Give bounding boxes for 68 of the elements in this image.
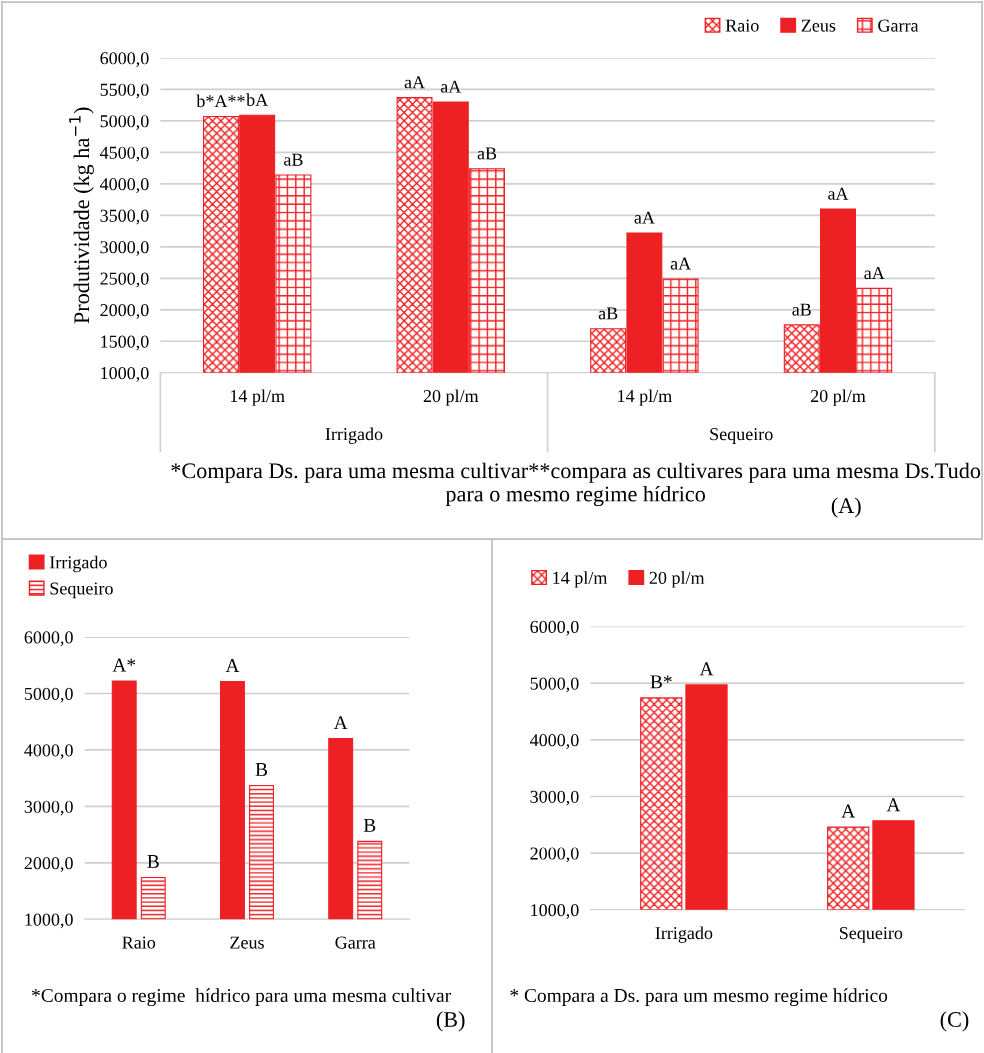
y-tick-label: 4500,0: [99, 146, 149, 162]
data-label: b*A**: [196, 94, 245, 108]
y-tick-label: 3000,0: [24, 800, 73, 816]
y-tick-label: 2000,0: [530, 847, 579, 863]
data-label: aA: [670, 257, 692, 270]
y-axis-title: Produtividade (kg ha$^{−1}$): [69, 107, 94, 324]
y-tick-label: 5000,0: [100, 115, 149, 130]
data-label: B*: [650, 675, 672, 689]
y-tick-label: 6000,0: [530, 620, 579, 636]
data-label: aA: [440, 80, 462, 93]
x-tick-label: Raio: [122, 936, 156, 949]
x-tick-label: Garra: [335, 936, 376, 949]
x-tick-label: Sequeiro: [839, 927, 903, 943]
x-tick-label: Zeus: [230, 936, 264, 949]
data-label: A*: [112, 658, 136, 672]
text: (C): [940, 1011, 969, 1032]
text: Sequeiro: [710, 428, 773, 444]
y-tick-label: 1000,0: [101, 367, 149, 382]
data-label: A: [699, 662, 714, 676]
data-label: aA: [634, 211, 655, 224]
legend-label: 14 pl/m: [553, 571, 608, 588]
y-tick-label: 6000,0: [100, 52, 149, 67]
data-label: B: [147, 855, 159, 868]
x-tick-label: Irrigado: [655, 926, 713, 943]
data-label: aB: [598, 307, 618, 320]
x-tick-label: 20 pl/m: [423, 389, 479, 406]
text: *Compara o regime hídrico para uma mesma cultivar: [31, 988, 451, 1007]
legend-label: Garra: [878, 19, 919, 32]
legend-label: Zeus: [801, 19, 836, 32]
legend-label: Irrigado: [49, 555, 107, 573]
y-tick-label: 5500,0: [100, 83, 149, 99]
y-tick-label: 1000,0: [531, 904, 579, 919]
data-label: aB: [792, 303, 811, 316]
data-label: aA: [864, 267, 885, 280]
y-tick-label: 4000,0: [529, 734, 579, 749]
data-label: A: [841, 804, 856, 818]
legend-label: Sequeiro: [50, 582, 113, 599]
data-label: bA: [246, 93, 269, 106]
y-tick-label: 3500,0: [100, 209, 149, 225]
y-tick-label: 6000,0: [24, 631, 73, 647]
data-label: A: [225, 659, 240, 672]
text: * Compara a Ds. para um mesmo regime hídrico: [510, 988, 888, 1007]
y-tick-label: 2000,0: [24, 857, 73, 872]
data-label: aA: [828, 187, 849, 200]
data-label: aA: [404, 76, 425, 89]
y-tick-label: 2000,0: [100, 304, 149, 319]
y-tick-label: 5000,0: [24, 687, 73, 703]
y-tick-label: 4000,0: [24, 744, 73, 759]
y-tick-label: 5000,0: [530, 677, 579, 693]
y-tick-label: 2500,0: [100, 272, 149, 288]
data-label: aB: [284, 153, 303, 166]
y-tick-label: 4000,0: [99, 178, 149, 193]
text: (B): [436, 1011, 465, 1032]
y-tick-label: 3000,0: [530, 790, 579, 806]
data-label: B: [363, 818, 376, 832]
y-tick-label: 3000,0: [100, 241, 149, 256]
text: Irrigado: [325, 427, 383, 444]
data-label: A: [333, 716, 348, 729]
x-tick-label: 14 pl/m: [618, 389, 672, 406]
y-tick-label: 1500,0: [101, 335, 149, 351]
legend-label: 20 pl/m: [649, 571, 705, 588]
data-label: aB: [477, 147, 497, 160]
y-tick-label: 1000,0: [25, 913, 73, 929]
data-label: A: [886, 798, 901, 812]
x-tick-label: 20 pl/m: [810, 389, 866, 406]
legend-label: Raio: [725, 19, 759, 32]
x-tick-label: 14 pl/m: [230, 389, 285, 406]
data-label: B: [255, 763, 268, 776]
